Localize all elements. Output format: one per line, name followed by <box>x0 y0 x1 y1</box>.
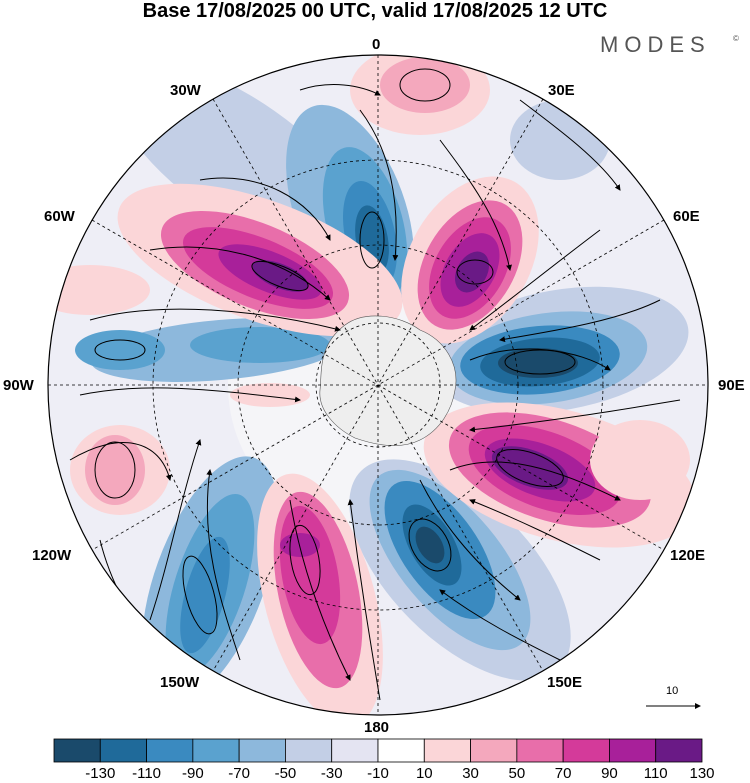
colorbar-label: -90 <box>182 765 204 782</box>
colorbar-swatch <box>146 738 194 763</box>
colorbar-label: 50 <box>508 765 526 782</box>
reference-vector-label: 10 <box>666 685 679 697</box>
antarctica-landmass <box>319 315 457 446</box>
colorbar-swatch <box>238 738 286 763</box>
colorbar-label: 110 <box>643 765 668 782</box>
colorbar-label: -30 <box>320 765 343 782</box>
lon-label-150w: 150W <box>160 674 200 691</box>
colorbar-label: -110 <box>132 765 162 782</box>
colorbar-label: 90 <box>601 765 618 782</box>
colorbar-swatch <box>516 738 564 763</box>
lon-label-60w: 60W <box>44 208 75 225</box>
colorbar-label: -70 <box>228 765 250 782</box>
lon-label-0: 0 <box>372 36 381 53</box>
lon-label-180: 180 <box>364 719 390 736</box>
colorbar-swatch <box>470 738 518 763</box>
lon-label-30w: 30W <box>170 82 201 99</box>
modes-logo: MODES <box>600 32 711 57</box>
lon-label-90w: 90W <box>3 377 34 394</box>
copyright-mark: © <box>733 34 739 43</box>
meridians <box>48 55 708 715</box>
colorbar-label: -10 <box>367 765 389 782</box>
map-boundary <box>47 54 709 716</box>
colorbar <box>53 738 703 763</box>
colorbar-swatch <box>562 738 610 763</box>
lon-label-30e: 30E <box>548 82 575 99</box>
colorbar-swatch <box>377 738 425 763</box>
colorbar-swatch <box>655 738 703 763</box>
wind-streamlines <box>69 68 681 701</box>
colorbar-label: 130 <box>689 765 715 782</box>
lon-label-150e: 150E <box>547 674 583 691</box>
lon-label-60e: 60E <box>673 208 700 225</box>
colorbar-swatch <box>285 738 333 763</box>
positive-anomaly-lobes <box>48 55 697 715</box>
colorbar-swatch <box>423 738 471 763</box>
colorbar-label: -50 <box>274 765 297 782</box>
lon-label-120w: 120W <box>32 547 72 564</box>
lon-label-90e: 90E <box>718 377 745 394</box>
colorbar-swatch <box>99 738 147 763</box>
lon-label-120e: 120E <box>670 547 706 564</box>
colorbar-swatch <box>609 738 657 763</box>
colorbar-swatch <box>53 738 101 763</box>
colorbar-label: 30 <box>462 765 479 782</box>
colorbar-label: -130 <box>85 765 116 782</box>
colorbar-swatch <box>192 738 240 763</box>
map-title: Base 17/08/2025 00 UTC, valid 17/08/2025… <box>142 0 608 22</box>
anomaly-field <box>48 55 708 715</box>
colorbar-swatch <box>331 738 379 763</box>
colorbar-label: 10 <box>415 765 433 782</box>
colorbar-label: 70 <box>554 765 572 782</box>
